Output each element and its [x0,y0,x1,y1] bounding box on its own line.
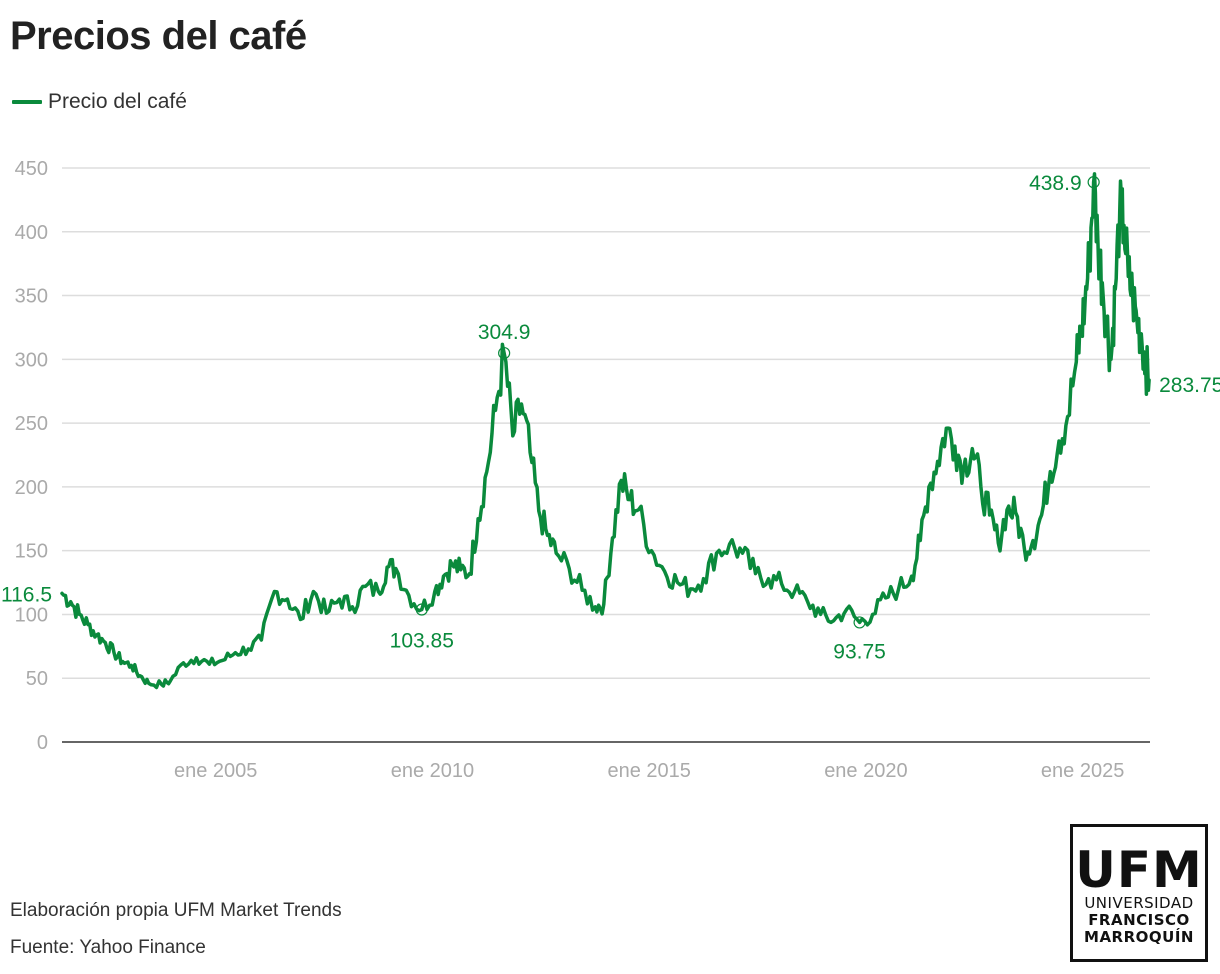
annotation-marker [1087,176,1100,189]
x-tick-label: ene 2005 [174,760,257,782]
logo-acronym: UFM [1075,841,1203,899]
annotation-marker-dot [858,620,862,624]
annotation-label: 304.9 [478,321,531,344]
x-tick-label: ene 2025 [1041,760,1124,782]
y-tick-label: 300 [15,349,48,371]
legend-swatch [12,100,42,104]
y-tick-label: 200 [15,477,48,499]
series-line-precio-del-cafe [60,172,1151,690]
x-tick-label: ene 2010 [391,760,474,782]
logo-line-francisco: FRANCISCO [1088,911,1190,929]
annotation-marker-dot [1092,180,1096,184]
legend-label: Precio del café [48,90,187,113]
x-axis-ticks: ene 2005 ene 2010 ene 2015 ene 2020 ene 2025 [174,760,1124,782]
annotation-marker [415,603,428,616]
annotation-label: 103.85 [390,630,454,653]
grid-lines [62,167,1150,679]
annotation-marker [498,346,511,360]
y-tick-label: 50 [26,668,48,690]
annotation-label: 438.9 [1029,172,1082,195]
y-tick-label: 100 [15,604,48,626]
y-axis-ticks: 0 50 100 150 200 250 300 350 400 450 [15,158,48,754]
annotations: 116.5 103.85 304.9 93.75 438.9 283.75 [1,172,1220,663]
annotation-label: 93.75 [833,640,886,663]
y-tick-label: 0 [37,732,48,754]
x-tick-label: ene 2015 [607,760,690,782]
annotation-label: 116.5 [1,583,52,606]
source-line: Fuente: Yahoo Finance [10,937,206,958]
chart-title: Precios del café [10,14,307,58]
y-tick-label: 450 [15,158,48,180]
y-tick-label: 250 [15,413,48,435]
x-tick-label: ene 2020 [824,760,907,782]
annotation-marker-dot [420,608,424,612]
ufm-logo: UFM UNIVERSIDAD FRANCISCO MARROQUÍN [1070,824,1208,962]
credit-line: Elaboración propia UFM Market Trends [10,900,342,921]
logo-line-universidad: UNIVERSIDAD [1084,894,1194,912]
annotation-label: 283.75 [1159,374,1220,397]
y-tick-label: 350 [15,286,48,308]
logo-line-marroquin: MARROQUÍN [1084,928,1194,946]
legend: Precio del café [12,90,187,114]
y-tick-label: 150 [15,541,48,563]
annotation-marker [853,616,866,629]
annotation-marker-dot [502,351,506,355]
y-tick-label: 400 [15,222,48,244]
